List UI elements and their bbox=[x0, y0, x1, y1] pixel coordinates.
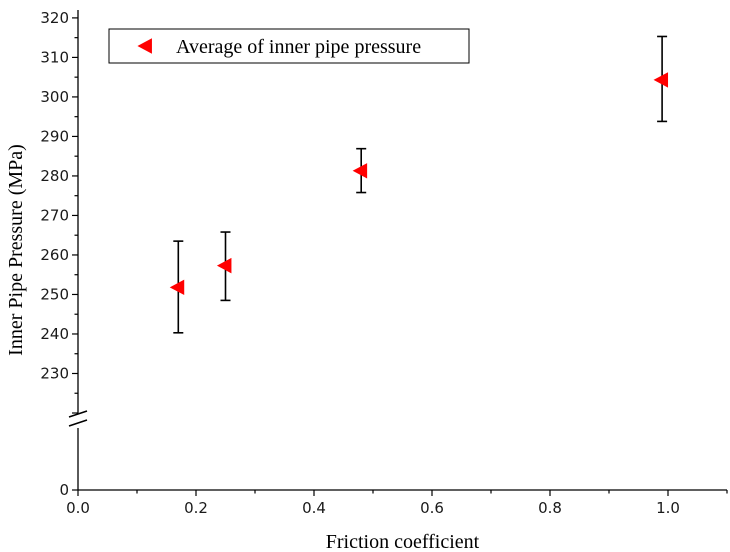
y-tick-label: 230 bbox=[40, 364, 69, 382]
y-axis-ticks: 0 230 240 250 260 270 280 290 300 310 320 bbox=[40, 9, 78, 499]
y-axis-title: Inner Pipe Pressure (MPa) bbox=[5, 144, 27, 356]
data-points bbox=[169, 72, 669, 296]
x-tick-label: 0.2 bbox=[184, 499, 208, 517]
y-tick-label: 260 bbox=[40, 246, 69, 264]
legend-box bbox=[108, 28, 470, 64]
error-bars bbox=[173, 35, 668, 334]
break-stroke bbox=[68, 419, 88, 427]
y-tick-label: 0 bbox=[59, 481, 69, 499]
y-axis-break-marker bbox=[68, 410, 88, 427]
x-axis-ticks: 0.0 0.2 0.4 0.6 0.8 1.0 bbox=[66, 490, 728, 517]
x-tick-label: 1.0 bbox=[656, 499, 680, 517]
data-point-marker bbox=[653, 72, 669, 88]
data-point-marker bbox=[216, 257, 232, 274]
y-tick-label: 240 bbox=[40, 325, 69, 343]
data-point-marker bbox=[352, 163, 368, 179]
y-tick-label: 270 bbox=[40, 206, 69, 224]
y-tick-label: 250 bbox=[40, 285, 69, 303]
x-tick-label: 0.6 bbox=[420, 499, 444, 517]
x-axis-title: Friction coefficient bbox=[326, 531, 480, 552]
legend: Average of inner pipe pressure bbox=[108, 28, 470, 64]
plot-area: 0.0 0.2 0.4 0.6 0.8 1.0 0 230 240 250 260 270 280 29… bbox=[40, 9, 728, 517]
legend-marker-left-triangle bbox=[137, 38, 152, 54]
y-tick-label: 300 bbox=[40, 88, 69, 106]
x-tick-label: 0.8 bbox=[538, 499, 562, 517]
data-point-marker bbox=[169, 279, 185, 296]
y-tick-label: 310 bbox=[40, 48, 69, 66]
y-tick-label: 320 bbox=[40, 9, 69, 27]
legend-label: Average of inner pipe pressure bbox=[176, 36, 421, 58]
x-tick-label: 0.4 bbox=[302, 499, 326, 517]
break-stroke bbox=[68, 410, 88, 418]
x-tick-label: 0.0 bbox=[66, 499, 90, 517]
y-tick-label: 290 bbox=[40, 127, 69, 145]
y-tick-label: 280 bbox=[40, 167, 69, 185]
